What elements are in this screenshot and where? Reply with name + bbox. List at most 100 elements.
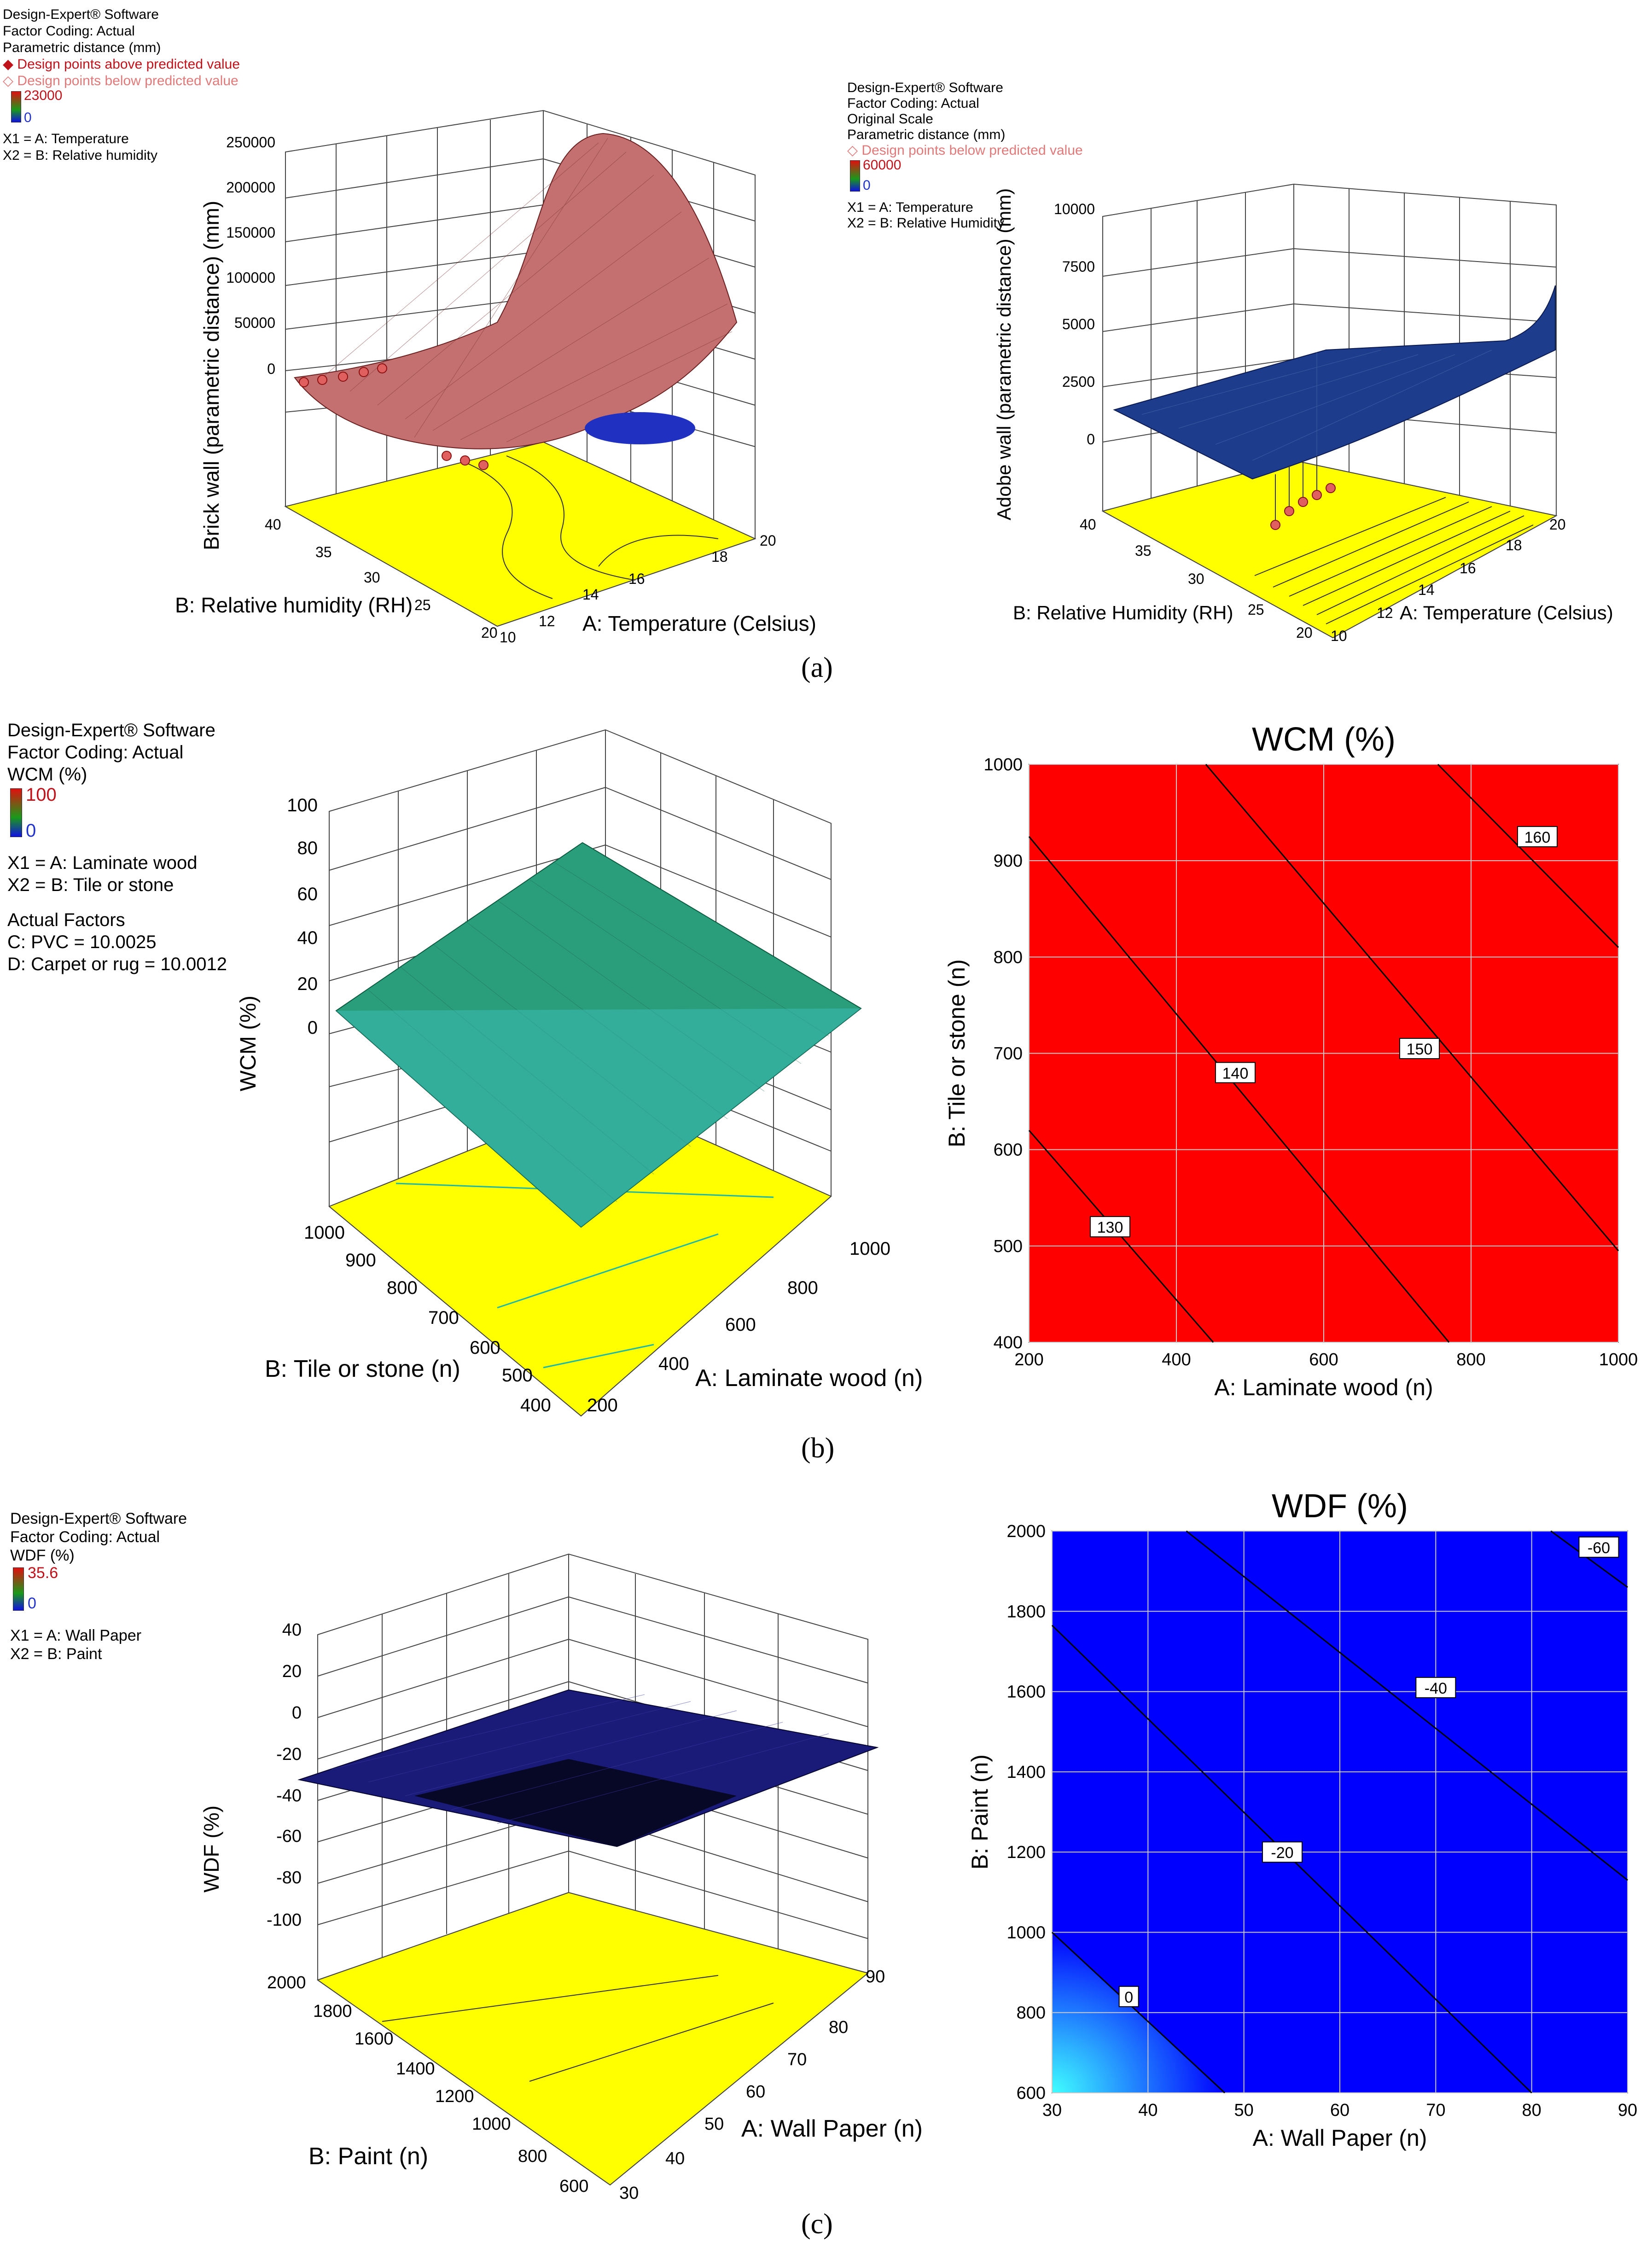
- x-tick-label: 200: [1014, 1350, 1043, 1369]
- x-tick-label: 80: [1522, 2101, 1541, 2120]
- legend-c-left: Design-Expert® Software Factor Coding: A…: [10, 1509, 187, 1663]
- x-tick: 10: [1331, 628, 1347, 644]
- scale-min: 0: [863, 178, 871, 193]
- color-scale-bar: [850, 160, 860, 192]
- y-tick-label: 1400: [1006, 1763, 1046, 1782]
- color-scale-bar: [11, 91, 21, 122]
- y-tick-label: 500: [994, 1237, 1023, 1256]
- color-scale: 35.6 0: [10, 1564, 187, 1614]
- x-tick: 20: [1549, 516, 1566, 533]
- x-tick: 50: [704, 2114, 724, 2134]
- legend-b-left: Design-Expert® Software Factor Coding: A…: [7, 719, 227, 975]
- scale-min: 0: [26, 821, 36, 841]
- contour-label: -60: [1588, 1539, 1610, 1557]
- z-tick: 0: [267, 361, 275, 377]
- z-tick: 10000: [1054, 201, 1095, 217]
- legend-line: Design-Expert® Software: [10, 1510, 187, 1527]
- contour-label-box: [1578, 1536, 1619, 1558]
- y-tick-label: 700: [994, 1044, 1023, 1064]
- legend-above-points: ◆ Design points above predicted value: [3, 57, 240, 72]
- contour-label: 140: [1222, 1065, 1249, 1082]
- legend-x1: X1 = A: Laminate wood: [7, 853, 198, 873]
- x-tick-label: 90: [1618, 2101, 1637, 2120]
- y-tick: 30: [1188, 571, 1204, 587]
- y-axis-label: B: Tile or stone (n): [265, 1356, 460, 1382]
- x-axis-label: A: Wall Paper (n): [741, 2115, 923, 2142]
- legend-line: Design-Expert® Software: [7, 720, 215, 740]
- contour-label-box: [1215, 1062, 1256, 1083]
- y-tick: 35: [1135, 542, 1152, 559]
- y-axis-label: B: Paint (n): [967, 1754, 993, 1870]
- legend-x1: X1 = A: Temperature: [3, 131, 129, 146]
- z-tick: -80: [276, 1868, 302, 1887]
- x-tick-label: 400: [1162, 1350, 1191, 1369]
- legend-below-label: Design points below predicted value: [861, 143, 1083, 158]
- legend-line: Design-Expert® Software: [3, 7, 159, 22]
- y-tick: 900: [345, 1250, 376, 1270]
- y-tick: 40: [1080, 516, 1096, 533]
- x-axis-label: A: Temperature (Celsius): [582, 612, 816, 635]
- surface-wcm: [335, 842, 862, 1228]
- legend-a-right: Design-Expert® Software Factor Coding: A…: [847, 80, 1083, 231]
- y-tick: 500: [502, 1365, 533, 1386]
- x-tick: 14: [1418, 582, 1435, 598]
- scale-max: 23000: [24, 88, 63, 103]
- y-tick: 1600: [355, 2029, 394, 2049]
- legend-line: WCM (%): [7, 764, 87, 785]
- z-tick: 50000: [234, 315, 275, 331]
- y-tick-label: 1000: [1006, 1923, 1046, 1942]
- surface-dark-band: [414, 1759, 737, 1846]
- contour-line: [1051, 1932, 1226, 2094]
- legend-line: Factor Coding: Actual: [847, 96, 979, 111]
- x-tick-label: 50: [1234, 2101, 1254, 2120]
- x-tick-label: 60: [1330, 2101, 1350, 2120]
- design-points: [1270, 483, 1336, 530]
- legend-x1: X1 = A: Wall Paper: [10, 1627, 142, 1644]
- y-tick: 700: [428, 1308, 459, 1328]
- contour-label-box: [1399, 1038, 1440, 1060]
- chart-a-left: Brick wall (parametric distance) (mm) 25…: [175, 110, 816, 646]
- contour-label: 160: [1524, 829, 1551, 846]
- x-tick: 10: [500, 629, 516, 646]
- contour-label-box: [1517, 826, 1558, 847]
- legend-x2: X2 = B: Relative Humidity: [847, 215, 1004, 231]
- color-scale-bar: [10, 788, 22, 837]
- legend-line: WDF (%): [10, 1547, 75, 1564]
- chart-c-left: WDF (%) 40 20 0 -20 -40 -60 -80 -100 30 …: [199, 1553, 923, 2203]
- z-tick: 200000: [226, 179, 275, 196]
- z-tick: 40: [297, 928, 318, 948]
- y-axis-label: B: Tile or stone (n): [944, 959, 970, 1147]
- x-tick: 16: [628, 571, 645, 587]
- z-tick: 250000: [226, 134, 275, 151]
- contour-title: WDF (%): [1272, 1488, 1408, 1525]
- y-tick: 800: [387, 1278, 418, 1298]
- x-tick: 800: [787, 1278, 818, 1298]
- floor-plane: [316, 1892, 869, 2186]
- y-tick: 25: [414, 597, 431, 613]
- contour-line: [1186, 1530, 1628, 1881]
- legend-x2: X2 = B: Relative humidity: [3, 148, 157, 163]
- z-tick: 20: [282, 1662, 302, 1681]
- y-tick: 600: [559, 2177, 588, 2196]
- z-tick: 5000: [1062, 316, 1095, 332]
- z-axis-label: WCM (%): [236, 996, 261, 1091]
- x-tick: 80: [829, 2018, 848, 2037]
- x-tick: 70: [787, 2050, 807, 2069]
- x-axis-label: A: Temperature (Celsius): [1400, 602, 1613, 623]
- legend-line: Factor Coding: Actual: [3, 23, 135, 39]
- contour-label: 0: [1124, 1989, 1133, 2006]
- y-axis-label: B: Relative humidity (RH): [175, 593, 413, 617]
- scale-min: 0: [24, 110, 32, 125]
- x-tick: 90: [866, 1967, 885, 1986]
- x-tick: 600: [725, 1315, 756, 1335]
- contour-label: -20: [1271, 1844, 1293, 1862]
- legend-below-label: Design points below predicted value: [17, 73, 238, 88]
- legend-a-left: Design-Expert® Software Factor Coding: A…: [3, 6, 240, 164]
- caption-b: (b): [801, 1433, 835, 1464]
- x-tick: 12: [539, 613, 555, 629]
- y-tick-label: 800: [994, 948, 1023, 967]
- y-tick: 2000: [267, 1973, 306, 1992]
- y-tick-label: 800: [1017, 2004, 1046, 2023]
